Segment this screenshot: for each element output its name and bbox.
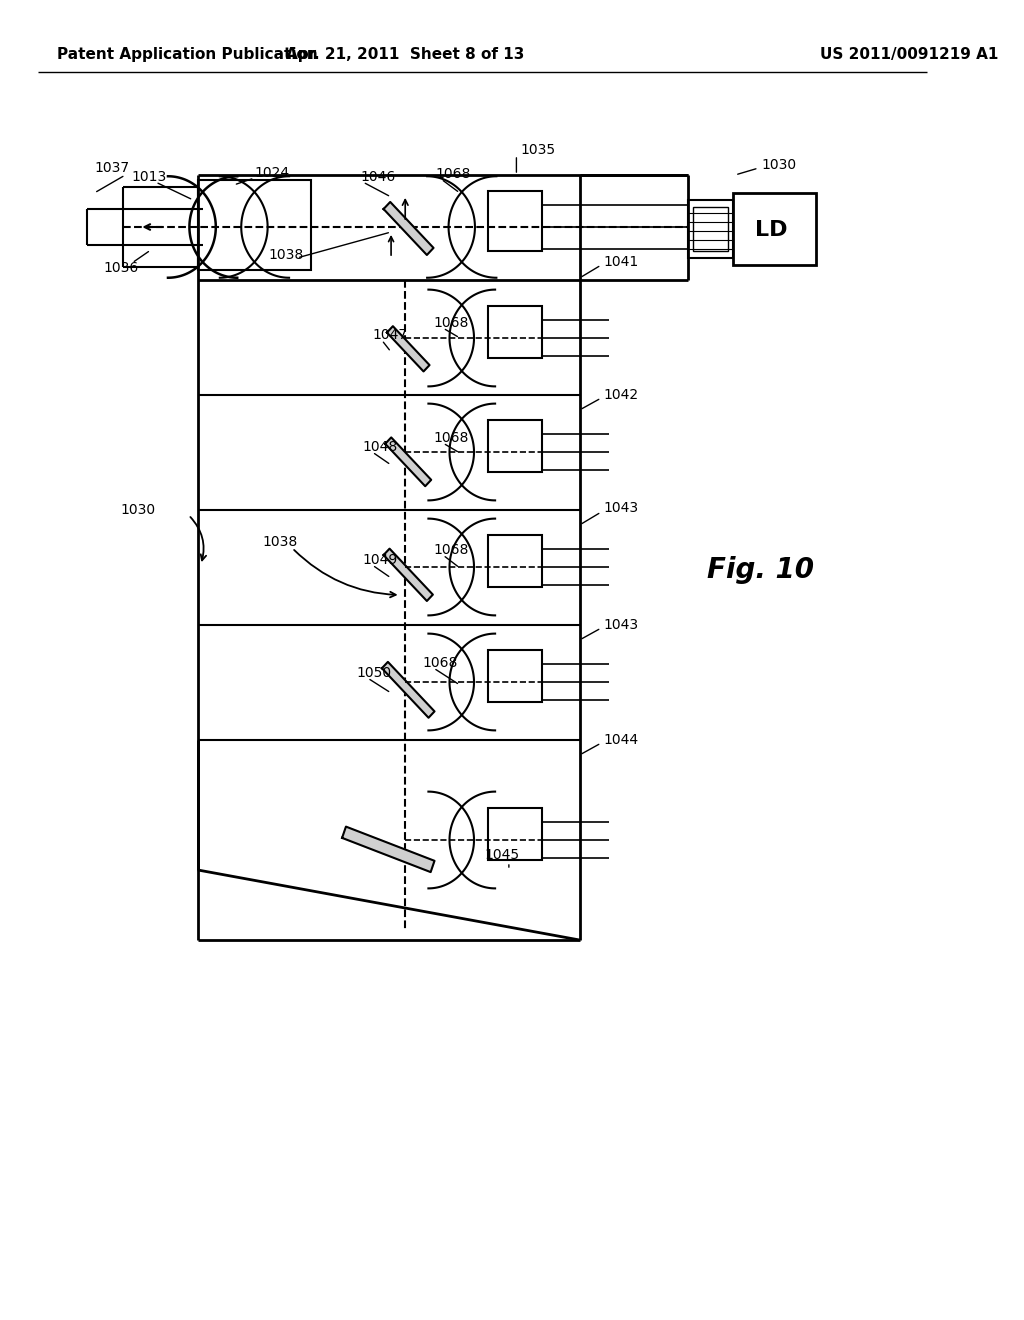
Text: 1030: 1030 [121,503,156,517]
Text: 1045: 1045 [484,847,519,862]
Text: 1068: 1068 [422,656,458,671]
Polygon shape [385,437,431,486]
Text: 1042: 1042 [603,388,638,403]
Text: 1049: 1049 [362,553,398,568]
Text: LD: LD [755,220,787,240]
Text: Apr. 21, 2011  Sheet 8 of 13: Apr. 21, 2011 Sheet 8 of 13 [286,48,524,62]
Polygon shape [387,326,429,371]
Text: 1030: 1030 [762,158,797,172]
Text: 1035: 1035 [520,143,555,157]
Bar [688,201,733,257]
Bar [692,207,728,251]
Bar [488,649,542,702]
Polygon shape [384,549,433,601]
Bar [488,535,542,587]
Text: 1043: 1043 [603,502,638,515]
Bar [488,191,542,251]
Text: 1068: 1068 [433,543,469,557]
Text: US 2011/0091219 A1: US 2011/0091219 A1 [820,48,998,62]
Text: 1047: 1047 [373,327,408,342]
Text: Patent Application Publication: Patent Application Publication [56,48,317,62]
Text: 1041: 1041 [603,255,638,269]
Polygon shape [384,202,433,255]
Text: 1044: 1044 [603,733,638,747]
Bar [488,420,542,473]
Text: 1024: 1024 [254,166,290,180]
Text: 1050: 1050 [356,667,391,680]
Bar [488,306,542,358]
Text: Fig. 10: Fig. 10 [707,556,814,583]
Text: 1036: 1036 [103,261,139,275]
Text: 1068: 1068 [433,432,469,445]
Bar [488,808,542,861]
Bar [198,180,311,271]
Text: 1068: 1068 [435,168,471,181]
Text: 1068: 1068 [433,315,469,330]
Text: 1038: 1038 [268,248,304,261]
Text: 1048: 1048 [362,440,398,454]
Text: 1037: 1037 [94,161,129,176]
Polygon shape [382,661,434,718]
Polygon shape [342,826,434,873]
Text: 1046: 1046 [360,170,396,183]
Bar [733,193,816,265]
Text: 1043: 1043 [603,618,638,632]
Text: 1038: 1038 [262,535,297,549]
Text: 1013: 1013 [132,170,167,183]
